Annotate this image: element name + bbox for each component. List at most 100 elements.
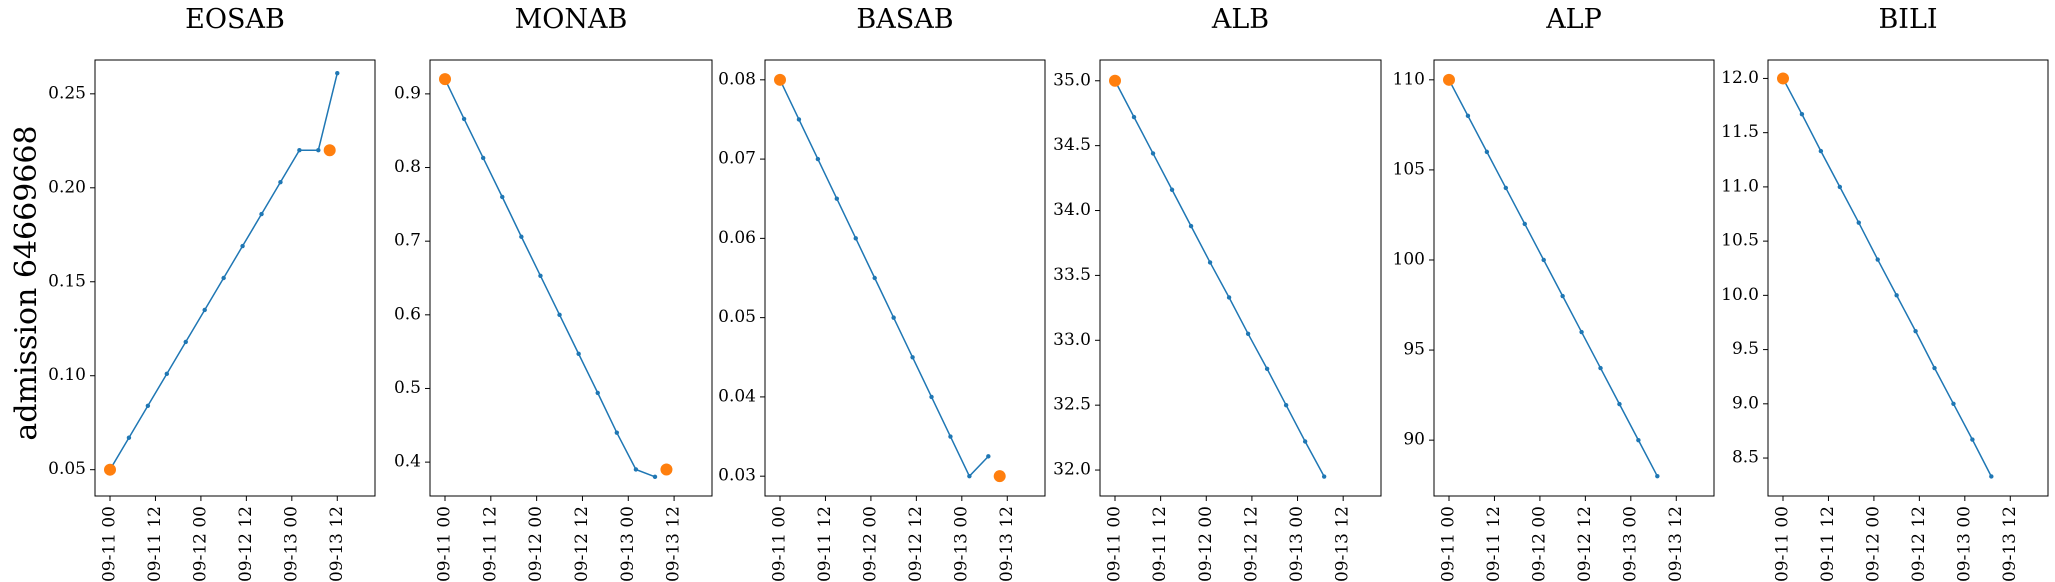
- y-tick-label: 0.6: [394, 304, 421, 324]
- data-point: [815, 156, 821, 162]
- data-point: [316, 148, 321, 153]
- data-point: [259, 211, 264, 217]
- y-tick-label: 0.9: [394, 83, 421, 103]
- x-tick-label: 09-12 12: [1909, 506, 1929, 582]
- data-point: [1302, 439, 1308, 444]
- plot-frame: [764, 59, 1046, 497]
- data-point: [986, 454, 991, 459]
- data-point: [967, 473, 972, 479]
- y-tick-label: 105: [1393, 159, 1425, 179]
- y-tick-label: 0.03: [718, 466, 756, 486]
- data-point: [240, 243, 245, 249]
- data-point: [891, 315, 896, 320]
- highlight-marker: [323, 144, 336, 157]
- data-point: [1970, 437, 1975, 442]
- y-tick-label: 0.07: [718, 149, 756, 169]
- data-point: [872, 275, 877, 281]
- chart-title: BILI: [1878, 4, 1937, 35]
- data-point: [1264, 366, 1270, 372]
- data-point: [633, 467, 639, 472]
- chart-panel-eosab: EOSAB 0.05 0.10 0.15 0.20 0.25 09-11 00 09-11 1…: [48, 4, 376, 582]
- x-tick-label: 09-13 12: [997, 506, 1017, 582]
- chart-panel-bili: BILI 8.5 9.0 9.5 10.0 10.5 11.0 11.5 12.0 09-11 0…: [1721, 4, 2049, 582]
- x-tick-label: 09-12 12: [572, 506, 592, 582]
- data-point: [1560, 293, 1565, 299]
- data-point: [1655, 473, 1660, 479]
- x-tick-label: 09-13 12: [1333, 506, 1353, 582]
- figure-ylabel: admission 64669668: [9, 125, 44, 440]
- y-tick-label: 0.15: [48, 271, 86, 291]
- y-tick-label: 95: [1403, 340, 1425, 360]
- plot-frame: [429, 59, 713, 497]
- data-point: [796, 117, 802, 122]
- data-point: [853, 236, 858, 241]
- x-tick-label: 09-11 12: [145, 506, 165, 582]
- x-tick-label: 09-12 00: [1529, 506, 1549, 582]
- y-tick-label: 32.5: [1053, 395, 1091, 415]
- data-point: [1188, 223, 1194, 229]
- y-tick-label: 8.5: [1732, 448, 1759, 468]
- series-line: [779, 79, 989, 478]
- data-point: [500, 194, 505, 200]
- y-tick-label: 34.5: [1053, 135, 1091, 155]
- x-tick-label: 09-13 00: [1954, 506, 1974, 582]
- y-tick-label: 10.5: [1721, 231, 1759, 251]
- y-tick-label: 11.5: [1721, 122, 1759, 142]
- data-point: [1951, 401, 1956, 407]
- data-point: [1465, 113, 1471, 119]
- data-point: [1932, 365, 1937, 371]
- y-tick-label: 11.0: [1721, 176, 1759, 196]
- highlight-marker: [1443, 73, 1455, 86]
- y-tick-label: 0.4: [394, 452, 421, 472]
- data-point: [1989, 474, 1994, 479]
- data-point: [480, 155, 486, 161]
- data-point: [1579, 329, 1584, 335]
- x-tick-label: 09-11 00: [435, 506, 455, 582]
- x-tick-label: 09-13 00: [1287, 506, 1307, 582]
- highlight-marker: [104, 463, 116, 476]
- data-point: [1837, 184, 1843, 190]
- x-tick-label: 09-13 12: [2000, 506, 2020, 582]
- data-point: [335, 70, 340, 76]
- series-line: [1448, 79, 1658, 477]
- chart-panel-basab: BASAB 0.03 0.04 0.05 0.06 0.07 0.08 09-11 00 09-…: [718, 4, 1046, 582]
- y-tick-label: 0.04: [718, 386, 756, 406]
- data-point: [614, 430, 620, 435]
- y-tick-label: 0.20: [48, 177, 86, 197]
- x-tick-label: 09-11 12: [1818, 506, 1838, 582]
- x-tick-label: 09-11 00: [1105, 506, 1125, 582]
- x-tick-label: 09-13 00: [618, 506, 638, 582]
- y-tick-label: 9.0: [1732, 393, 1759, 413]
- y-tick-label: 34.0: [1053, 200, 1091, 220]
- y-tick-label: 110: [1393, 69, 1425, 89]
- data-point: [538, 273, 543, 278]
- plot-frame: [1767, 59, 2049, 497]
- data-point: [1598, 365, 1603, 371]
- data-point: [221, 275, 226, 281]
- data-point: [1150, 151, 1156, 156]
- data-point: [1207, 260, 1213, 265]
- data-point: [576, 351, 581, 357]
- y-tick-label: 0.10: [48, 365, 86, 385]
- x-tick-label: 09-11 12: [1150, 506, 1170, 582]
- data-point: [910, 355, 915, 360]
- highlight-marker: [439, 73, 451, 86]
- chart-panels: EOSAB 0.05 0.10 0.15 0.20 0.25 09-11 00 09-11 1…: [48, 4, 2049, 582]
- chart-title: BASAB: [856, 4, 953, 35]
- x-tick-label: 09-12 00: [860, 506, 880, 582]
- data-point: [1636, 437, 1641, 443]
- y-tick-label: 32.0: [1053, 460, 1091, 480]
- data-point: [1131, 114, 1137, 120]
- series-line: [1782, 78, 1993, 477]
- chart-panel-monab: MONAB 0.4 0.5 0.6 0.7 0.8 0.9 09-11 00 09-11 12 0…: [394, 4, 713, 582]
- data-point: [1818, 148, 1824, 154]
- x-tick-label: 09-11 12: [1484, 506, 1504, 582]
- x-tick-label: 09-13 12: [664, 506, 684, 582]
- y-tick-label: 0.8: [394, 157, 421, 177]
- data-point: [461, 116, 467, 122]
- y-tick-label: 0.25: [48, 83, 86, 103]
- x-tick-label: 09-12 00: [526, 506, 546, 582]
- series-line: [1114, 80, 1325, 477]
- y-tick-label: 33.5: [1053, 265, 1091, 285]
- data-point: [652, 474, 658, 480]
